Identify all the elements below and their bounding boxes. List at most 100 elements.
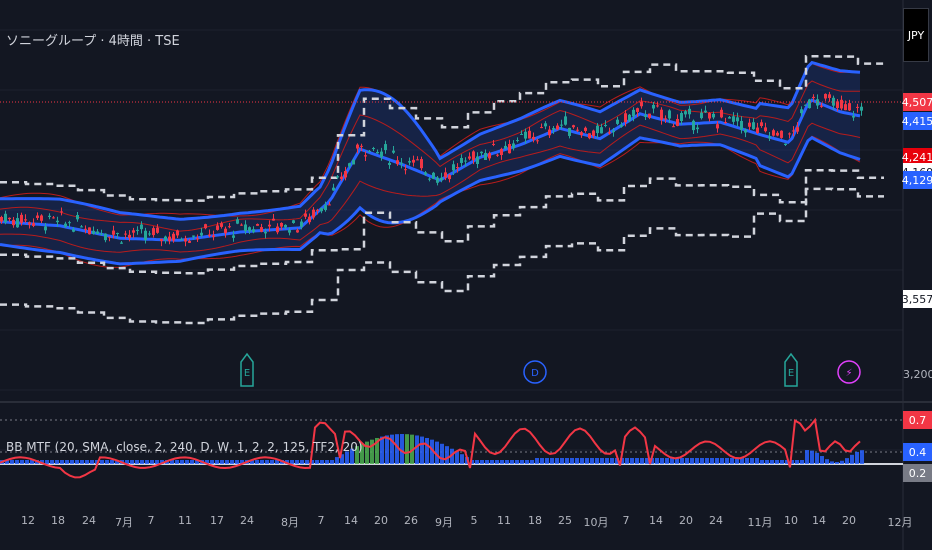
candle-body xyxy=(724,122,727,124)
candle-body xyxy=(716,124,719,129)
osc-hist-bar xyxy=(735,458,739,464)
candle-body xyxy=(432,172,435,179)
bb-basis-line xyxy=(0,98,861,242)
osc-hist-bar xyxy=(215,460,219,464)
event-marker-shape xyxy=(784,352,798,387)
currency-button[interactable]: JPY xyxy=(903,8,929,62)
x-tick-label: 26 xyxy=(404,514,418,527)
candle-body xyxy=(340,176,343,179)
osc-hist-bar xyxy=(65,460,69,464)
osc-hist-bar xyxy=(285,460,289,464)
candle-body xyxy=(16,218,19,228)
candle-body xyxy=(612,130,615,133)
osc-hist-bar xyxy=(520,460,524,464)
osc-hist-bar xyxy=(335,457,339,464)
candle-body xyxy=(116,232,119,234)
x-tick-label: 7 xyxy=(317,514,325,527)
candle-body xyxy=(712,113,715,118)
candle-body xyxy=(748,122,751,127)
candle-body xyxy=(176,230,179,236)
osc-hist-bar xyxy=(290,460,294,464)
osc-hist-bar xyxy=(605,458,609,464)
event-marker[interactable]: ⚡ xyxy=(837,360,861,384)
candle-body xyxy=(292,220,295,224)
osc-hist-bar xyxy=(95,460,99,464)
candle-body xyxy=(456,167,459,169)
candle-body xyxy=(568,127,571,136)
osc-hist-bar xyxy=(470,460,474,464)
osc-hist-bar xyxy=(155,460,159,464)
candle-body xyxy=(624,113,627,123)
candle-body xyxy=(720,109,723,118)
price-axis-tag: 4,507 xyxy=(902,93,932,111)
candle-body xyxy=(264,232,267,234)
candle-body xyxy=(420,159,423,169)
osc-hist-bar xyxy=(20,460,24,464)
osc-hist-bar xyxy=(340,454,344,464)
candle-body xyxy=(760,122,763,127)
event-marker[interactable]: D xyxy=(523,360,547,384)
candle-body xyxy=(800,109,803,114)
x-tick-label: 10 xyxy=(784,514,798,527)
osc-hist-bar xyxy=(85,460,89,464)
osc-hist-bar xyxy=(390,434,394,464)
osc-hist-bar xyxy=(545,458,549,464)
candle-body xyxy=(636,108,639,112)
x-tick-label: 24 xyxy=(709,514,723,527)
candle-body xyxy=(452,164,455,171)
osc-hist-bar xyxy=(275,460,279,464)
osc-hist-bar xyxy=(765,460,769,464)
candle-body xyxy=(620,124,623,127)
osc-hist-bar xyxy=(855,451,859,464)
candle-body xyxy=(644,114,647,117)
osc-hist-bar xyxy=(815,452,819,464)
x-tick-label: 7 xyxy=(147,514,155,527)
candle-body xyxy=(548,129,551,136)
candle-body xyxy=(584,127,587,131)
candle-body xyxy=(288,230,291,233)
candle-body xyxy=(188,240,191,243)
candle-body xyxy=(780,130,783,138)
event-marker[interactable]: E xyxy=(240,352,254,387)
osc-hist-bar xyxy=(365,441,369,464)
osc-hist-bar xyxy=(75,460,79,464)
osc-hist-bar xyxy=(495,460,499,464)
candle-body xyxy=(364,155,367,157)
osc-hist-bar xyxy=(185,460,189,464)
candle-body xyxy=(708,113,711,119)
candle-body xyxy=(236,219,239,224)
osc-hist-bar xyxy=(50,460,54,464)
osc-hist-bar xyxy=(80,460,84,464)
candle-body xyxy=(352,160,355,165)
osc-hist-bar xyxy=(325,460,329,464)
candle-body xyxy=(192,235,195,237)
tf-upper-dashed xyxy=(0,54,884,202)
osc-hist-bar xyxy=(115,460,119,464)
candle-body xyxy=(540,127,543,129)
osc-hist-bar xyxy=(455,451,459,464)
candle-body xyxy=(152,228,155,236)
candle-body xyxy=(248,227,251,232)
candle-body xyxy=(168,236,171,242)
osc-hist-bar xyxy=(385,435,389,464)
candle-body xyxy=(348,163,351,167)
osc-hist-bar xyxy=(110,460,114,464)
osc-hist-bar xyxy=(805,450,809,464)
x-tick-label: 20 xyxy=(842,514,856,527)
indicator-label[interactable]: BB MTF (20, SMA, close, 2, 240, D, W, 1,… xyxy=(6,440,363,454)
osc-hist-bar xyxy=(710,458,714,464)
price-axis-tick: 3,200 xyxy=(903,368,932,381)
candle-body xyxy=(688,108,691,115)
candle-body xyxy=(136,229,139,231)
osc-hist-bar xyxy=(655,458,659,464)
candle-body xyxy=(260,227,263,232)
osc-hist-bar xyxy=(205,460,209,464)
event-marker-label: ⚡ xyxy=(845,368,852,379)
osc-hist-bar xyxy=(530,460,534,464)
candle-body xyxy=(744,129,747,133)
candle-body xyxy=(832,97,835,106)
event-marker[interactable]: E xyxy=(784,352,798,387)
osc-hist-bar xyxy=(785,460,789,464)
osc-hist-bar xyxy=(315,460,319,464)
